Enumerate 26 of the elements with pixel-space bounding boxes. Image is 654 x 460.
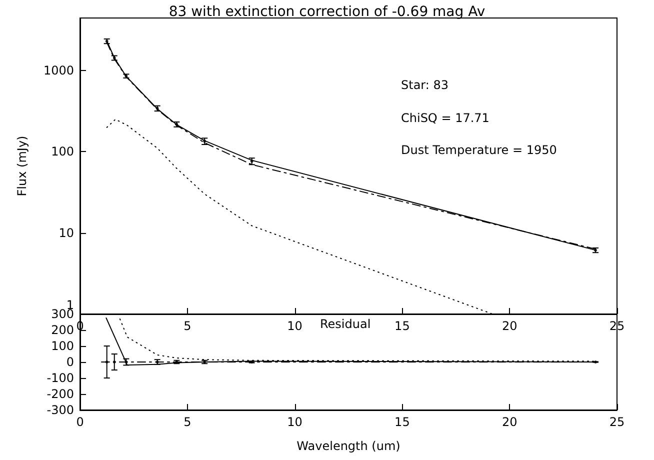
y-tick-label: -300 <box>46 403 74 417</box>
x-axis-title: Wavelength (um) <box>296 439 400 453</box>
x-tick-label: 15 <box>394 415 410 429</box>
y-tick-label: 100 <box>51 339 74 353</box>
x-tick-label: 20 <box>502 319 518 333</box>
y-tick-label: 100 <box>51 144 74 159</box>
x-tick-label: 10 <box>287 319 302 333</box>
x-tick-label: 5 <box>184 415 192 429</box>
x-tick-label: 10 <box>287 415 302 429</box>
annotation: Residual <box>320 317 371 331</box>
annotation: Dust Temperature = 1950 <box>401 143 557 157</box>
x-tick-label: 5 <box>184 319 192 333</box>
x-tick-label: 25 <box>609 415 625 429</box>
x-tick-label: 0 <box>76 415 84 429</box>
x-tick-label: 20 <box>502 415 518 429</box>
y-tick-label: -100 <box>46 371 74 385</box>
y-tick-label: 0 <box>66 355 74 369</box>
y-tick-label: 1000 <box>43 63 74 78</box>
annotation: ChiSQ = 17.71 <box>401 111 490 125</box>
y-tick-label: 10 <box>58 226 74 240</box>
y-axis-title: Flux (mJy) <box>15 136 29 196</box>
y-tick-label: -200 <box>46 387 74 401</box>
y-tick-label: 200 <box>51 323 74 337</box>
x-tick-label: 15 <box>394 319 410 333</box>
annotation: Star: 83 <box>401 78 449 92</box>
chart-title: 83 with extinction correction of -0.69 mag Av <box>168 4 486 20</box>
